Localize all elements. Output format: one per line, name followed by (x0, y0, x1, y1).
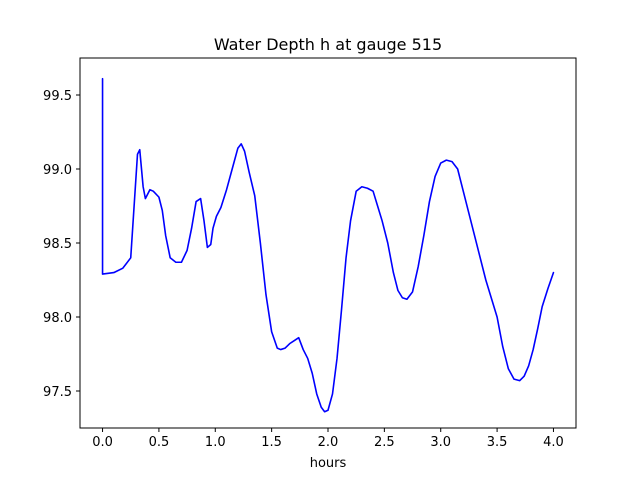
x-tick-label: 0.0 (92, 435, 113, 450)
plot-area (80, 58, 576, 428)
x-tick-label: 4.0 (543, 435, 564, 450)
plot-frame (79, 57, 577, 429)
x-tick-label: 1.5 (261, 435, 282, 450)
y-axis-ticks: 97.5 98.0 98.5 99.0 99.5 (43, 89, 80, 400)
y-tick-label: 98.0 (43, 311, 72, 326)
y-tick-label: 97.5 (43, 385, 72, 400)
x-tick-label: 2.5 (374, 435, 395, 450)
x-tick-label: 3.0 (430, 435, 451, 450)
x-tick-label: 2.0 (318, 435, 339, 450)
series-layer (101, 77, 555, 413)
x-tick-label: 1.0 (205, 435, 226, 450)
y-tick-label: 99.5 (43, 89, 72, 104)
x-axis-ticks: 0.0 0.5 1.0 1.5 2.0 2.5 3.0 3.5 4.0 (92, 428, 564, 450)
series-line-0 (101, 77, 555, 413)
x-axis-title: hours (310, 456, 347, 471)
chart-title: Water Depth h at gauge 515 (214, 35, 442, 54)
y-tick-label: 98.5 (43, 237, 72, 252)
x-tick-label: 3.5 (487, 435, 508, 450)
x-tick-label: 0.5 (149, 435, 170, 450)
y-tick-label: 99.0 (43, 163, 72, 178)
